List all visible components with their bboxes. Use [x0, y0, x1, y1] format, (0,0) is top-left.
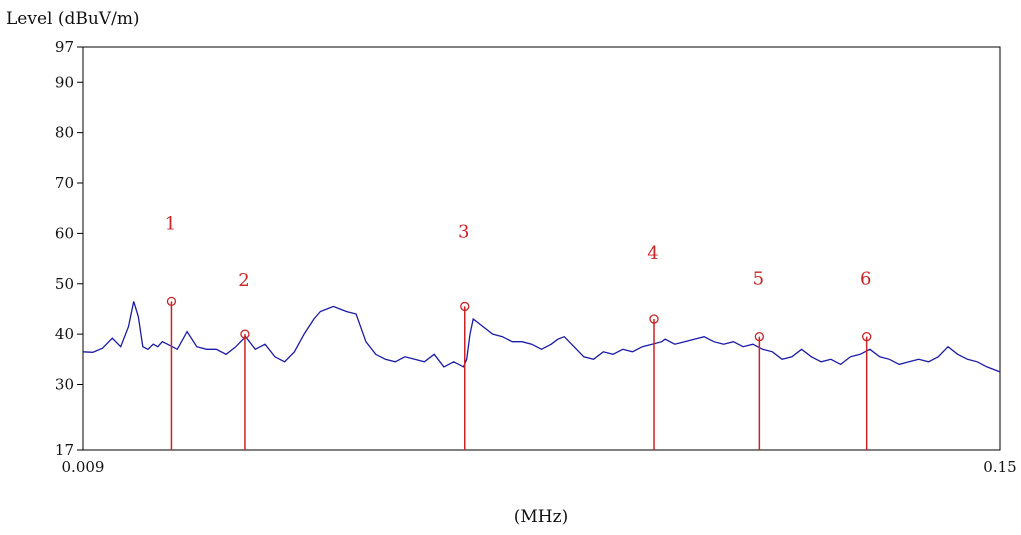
marker-point-3: [460, 301, 470, 312]
y-tick-label: 60: [55, 224, 74, 242]
y-tick-label: 40: [55, 325, 74, 343]
x-axis-ticks: 0.009 0.15: [62, 458, 1017, 476]
y-tick-label: 70: [55, 174, 74, 192]
peak-markers: 1 2 3 4 5 6: [165, 213, 872, 450]
x-axis-title: (MHz): [514, 507, 568, 527]
y-tick-label: 50: [55, 275, 74, 293]
y-tick-label: 17: [55, 441, 74, 459]
marker-label-1: 1: [165, 213, 176, 234]
marker-point-5: [754, 332, 765, 342]
y-tick-label: 90: [55, 73, 74, 91]
measurement-trace: [82, 301, 1001, 373]
y-tick-label: 97: [55, 38, 74, 56]
y-axis-title: Level (dBuV/m): [6, 9, 140, 29]
marker-label-6: 6: [860, 269, 871, 290]
marker-label-2: 2: [238, 270, 249, 291]
x-tick-label: 0.009: [62, 458, 105, 476]
y-axis-ticks: 17 30 40 50 60 70 80 90 97: [55, 38, 83, 459]
marker-label-3: 3: [458, 221, 469, 242]
y-tick-label: 30: [55, 376, 74, 394]
plot-frame: [82, 46, 1001, 451]
marker-point-6: [862, 332, 872, 342]
marker-point-4: [649, 314, 659, 324]
marker-label-4: 4: [647, 243, 658, 264]
y-tick-label: 80: [55, 124, 74, 142]
marker-label-5: 5: [753, 269, 764, 290]
marker-point-2: [240, 329, 250, 339]
x-tick-label: 0.15: [983, 458, 1016, 476]
marker-point-1: [166, 296, 177, 307]
